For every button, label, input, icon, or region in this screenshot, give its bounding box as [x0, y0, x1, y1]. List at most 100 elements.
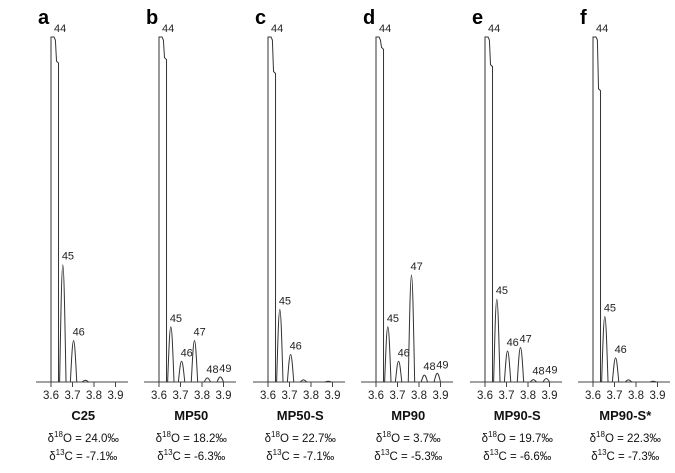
peak-label: 48 — [206, 364, 218, 376]
peak-label: 48 — [423, 361, 435, 373]
x-tick-label: 3.8 — [520, 390, 536, 402]
peak-45 — [384, 326, 392, 383]
x-tick-label: 3.7 — [65, 390, 81, 402]
x-tick-label: 3.9 — [325, 390, 341, 402]
x-tick-label: 3.8 — [86, 390, 102, 402]
peak-47 — [516, 346, 525, 383]
peak-label: 46 — [73, 327, 85, 339]
peak-label: 47 — [410, 261, 422, 273]
peak-label: 46 — [507, 337, 519, 349]
x-tick-label: 3.9 — [542, 390, 558, 402]
x-tick-label: 3.6 — [368, 390, 384, 402]
delta-13c: δ13C = -7.1‰ — [266, 448, 335, 463]
peak-46 — [177, 360, 186, 383]
delta-13c: δ13C = -6.3‰ — [157, 448, 226, 463]
peak-minor — [324, 380, 332, 383]
delta-18o-delta: δ — [376, 433, 382, 445]
delta-13c-isotope-number: 13 — [273, 448, 282, 457]
peak-label: 44 — [596, 23, 608, 35]
delta-13c-delta: δ — [374, 451, 380, 463]
x-tick-label: 3.9 — [433, 390, 449, 402]
panel-letter: b — [146, 7, 158, 29]
sample-name: MP50 — [174, 408, 208, 423]
x-tick-label: 3.7 — [390, 390, 406, 402]
delta-13c-isotope-number: 13 — [164, 448, 173, 457]
delta-13c-delta: δ — [266, 451, 272, 463]
delta-18o-value: O = 22.7‰ — [280, 433, 336, 445]
peak-47 — [190, 340, 199, 383]
delta-18o-isotope-number: 18 — [271, 430, 280, 439]
x-tick-label: 3.7 — [499, 390, 515, 402]
peak-label: 49 — [545, 365, 557, 377]
x-tick-label: 3.8 — [411, 390, 427, 402]
sample-name: MP90-S* — [599, 408, 652, 423]
peak-44 — [592, 36, 602, 382]
delta-18o-isotope-number: 18 — [382, 430, 391, 439]
delta-18o: δ18O = 18.2‰ — [156, 430, 228, 445]
peak-49 — [433, 372, 441, 383]
panel-letter: c — [255, 7, 266, 29]
peak-45 — [167, 326, 175, 383]
delta-13c-value: C = -7.1‰ — [282, 451, 335, 463]
delta-18o-isotope-number: 18 — [162, 430, 171, 439]
delta-18o-delta: δ — [48, 433, 54, 445]
peak-label: 46 — [290, 340, 302, 352]
peak-label: 44 — [271, 23, 283, 35]
x-tick-label: 3.9 — [108, 390, 124, 402]
peak-label: 46 — [615, 344, 627, 356]
peak-label: 47 — [519, 334, 531, 346]
sample-name: MP90 — [391, 408, 425, 423]
x-tick-label: 3.6 — [585, 390, 601, 402]
peak-49 — [216, 376, 224, 383]
peak-45 — [276, 309, 284, 383]
x-tick-label: 3.6 — [43, 390, 59, 402]
peak-44 — [375, 36, 385, 382]
x-tick-label: 3.8 — [303, 390, 319, 402]
peak-label: 45 — [279, 296, 291, 308]
sample-name: C25 — [71, 408, 95, 423]
peak-48 — [420, 374, 429, 383]
delta-18o-value: O = 18.2‰ — [171, 433, 227, 445]
delta-18o-delta: δ — [156, 433, 162, 445]
peak-label: 46 — [398, 347, 410, 359]
peak-label: 45 — [496, 285, 508, 297]
peak-45 — [59, 264, 67, 383]
peak-46 — [286, 353, 295, 383]
peak-label: 49 — [219, 363, 231, 375]
delta-13c-value: C = -7.3‰ — [607, 451, 660, 463]
x-tick-label: 3.6 — [260, 390, 276, 402]
peak-44 — [158, 36, 168, 382]
x-tick-label: 3.7 — [282, 390, 298, 402]
peak-label: 45 — [387, 313, 399, 325]
delta-18o-value: O = 3.7‰ — [391, 433, 441, 445]
peak-44 — [50, 36, 60, 382]
delta-13c-delta: δ — [483, 451, 489, 463]
delta-18o-delta: δ — [482, 433, 488, 445]
x-tick-label: 3.9 — [650, 390, 666, 402]
peak-label: 44 — [488, 23, 500, 35]
delta-13c-value: C = -6.6‰ — [499, 451, 552, 463]
peak-minor — [81, 379, 89, 383]
delta-18o-isotope-number: 18 — [54, 430, 63, 439]
delta-18o-delta: δ — [265, 433, 271, 445]
peak-label: 45 — [62, 251, 74, 263]
panel-letter: e — [472, 7, 483, 29]
delta-18o-isotope-number: 18 — [488, 430, 497, 439]
peak-44 — [484, 36, 494, 382]
sample-name: MP50-S — [277, 408, 324, 423]
delta-13c: δ13C = -7.1‰ — [49, 448, 118, 463]
delta-18o: δ18O = 24.0‰ — [48, 430, 120, 445]
peak-46 — [69, 340, 78, 383]
delta-13c-value: C = -5.3‰ — [390, 451, 443, 463]
peak-label: 44 — [379, 23, 391, 35]
peak-label: 49 — [436, 359, 448, 371]
delta-13c-delta: δ — [591, 451, 597, 463]
x-tick-label: 3.6 — [477, 390, 493, 402]
delta-13c-value: C = -6.3‰ — [173, 451, 226, 463]
peak-46 — [394, 360, 403, 383]
panel-letter: a — [38, 7, 50, 29]
delta-18o: δ18O = 22.7‰ — [265, 430, 337, 445]
delta-18o-delta: δ — [590, 433, 596, 445]
peak-label: 45 — [604, 302, 616, 314]
